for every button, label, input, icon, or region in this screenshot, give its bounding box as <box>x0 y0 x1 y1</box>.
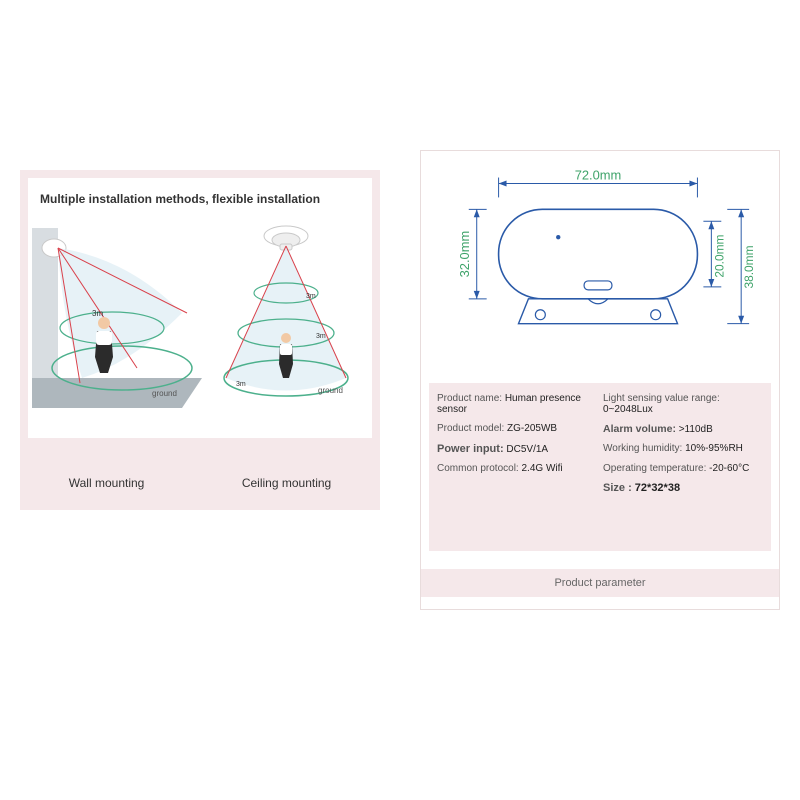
spec-power-input: Power input: DC5V/1A <box>437 443 597 455</box>
svg-text:3m: 3m <box>236 381 246 388</box>
dim-body-height: 20.0mm <box>712 234 726 277</box>
spec-humidity: Working humidity: 10%-95%RH <box>603 443 763 454</box>
spec-size: Size : 72*32*38 <box>603 482 763 494</box>
caption-row: Wall mounting Ceiling mounting <box>20 476 380 490</box>
right-panel: 72.0mm 32.0mm <box>420 150 780 610</box>
wall-range-label: 3m <box>92 309 103 318</box>
ceiling-ground-label: ground <box>318 386 343 395</box>
left-panel: Multiple installation methods, flexible … <box>20 170 380 510</box>
spec-temperature: Operating temperature: -20-60°C <box>603 463 763 474</box>
ceiling-mounting-illustration: 3m 3m 3m ground <box>206 218 366 418</box>
ceiling-caption: Ceiling mounting <box>242 476 331 490</box>
wall-ground-label: ground <box>152 389 177 398</box>
svg-text:3m: 3m <box>316 333 326 340</box>
dim-width: 72.0mm <box>575 168 622 183</box>
spec-protocol: Common protocol: 2.4G Wifi <box>437 463 597 474</box>
spec-light-range: Light sensing value range: 0~2048Lux <box>603 393 763 415</box>
svg-text:3m: 3m <box>306 293 316 300</box>
dimension-diagram: 72.0mm 32.0mm <box>429 159 771 379</box>
spec-product-name: Product name: Human presence sensor <box>437 393 597 415</box>
footer-label: Product parameter <box>421 568 779 597</box>
left-panel-inner: Multiple installation methods, flexible … <box>28 178 372 438</box>
wall-caption: Wall mounting <box>69 476 145 490</box>
spec-alarm-volume: Alarm volume: >110dB <box>603 423 763 435</box>
dim-total-height: 38.0mm <box>742 245 756 288</box>
wall-mounting-illustration: 3m ground <box>32 218 202 418</box>
spec-block: Product name: Human presence sensor Ligh… <box>429 383 771 551</box>
left-panel-title: Multiple installation methods, flexible … <box>40 192 320 206</box>
spec-product-model: Product model: ZG-205WB <box>437 423 597 434</box>
dim-height: 32.0mm <box>457 231 472 278</box>
